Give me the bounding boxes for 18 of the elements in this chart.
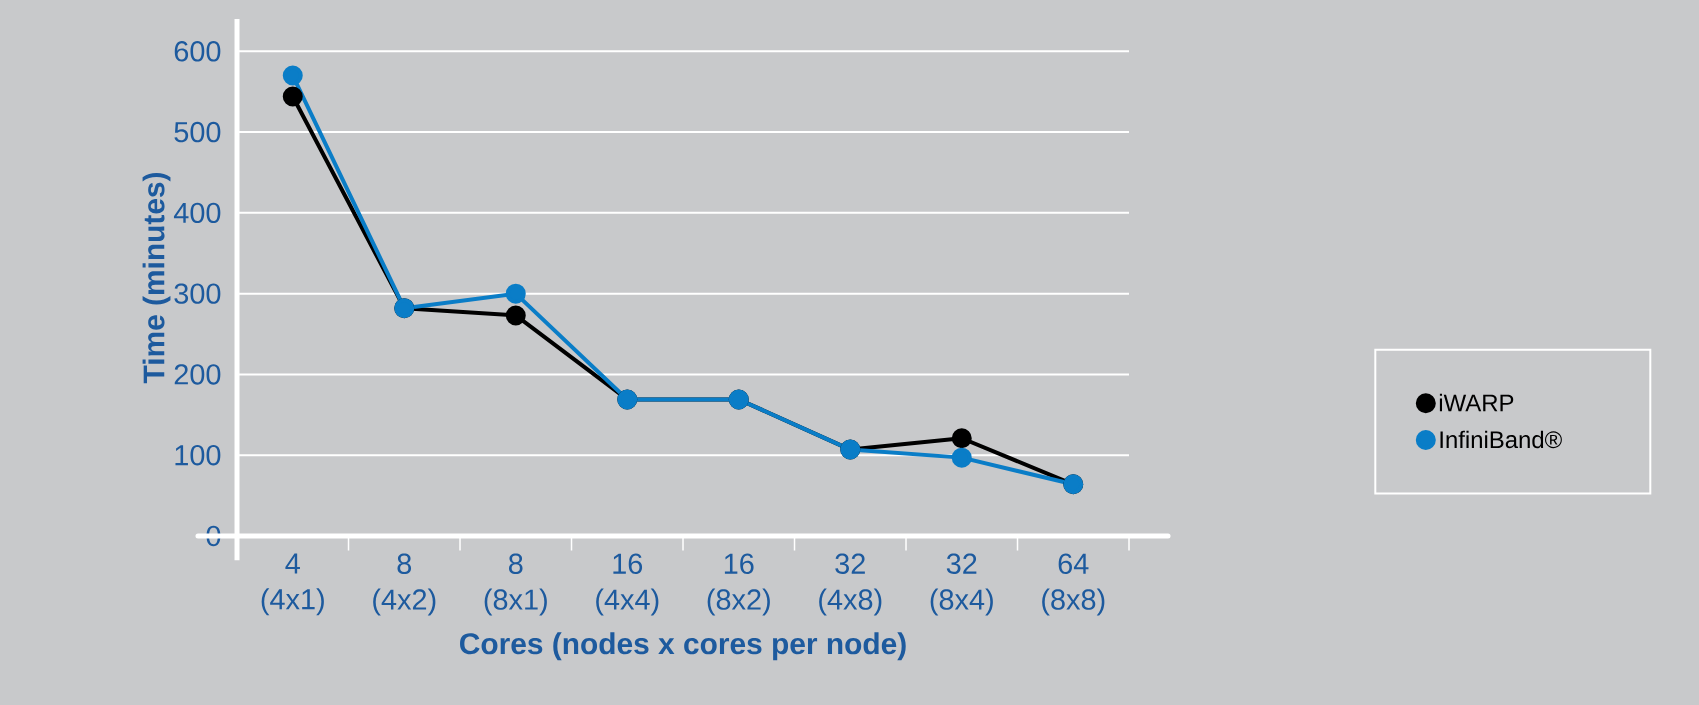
x-tick-label: 4 (4x1) [261,553,324,616]
x-tick-label: 32 (4x8) [819,553,882,616]
legend-label: iWARP [1439,393,1514,412]
y-tick-label: 400 [173,202,221,224]
legend-label: InfiniBand® [1440,430,1562,449]
y-tick-label: 500 [174,121,221,143]
x-tick-label: 8 (8x1) [484,553,547,616]
x-tick-label: 16 (4x4) [596,553,659,616]
y-axis-title: Time (minutes) [142,172,171,384]
y-tick-label: 200 [174,364,221,385]
x-tick-label: 64 (8x8) [1042,553,1105,616]
y-tick-label: 600 [174,41,221,62]
x-axis-title: Cores (nodes x cores per node) [460,632,906,661]
y-tick-label: 300 [174,283,221,304]
x-tick-label: 8 (4x2) [373,553,436,616]
x-tick-label: 32 (8x4) [930,553,993,616]
x-tick-label: 16 (8x2) [707,553,770,616]
y-tick-label: 100 [175,444,221,466]
